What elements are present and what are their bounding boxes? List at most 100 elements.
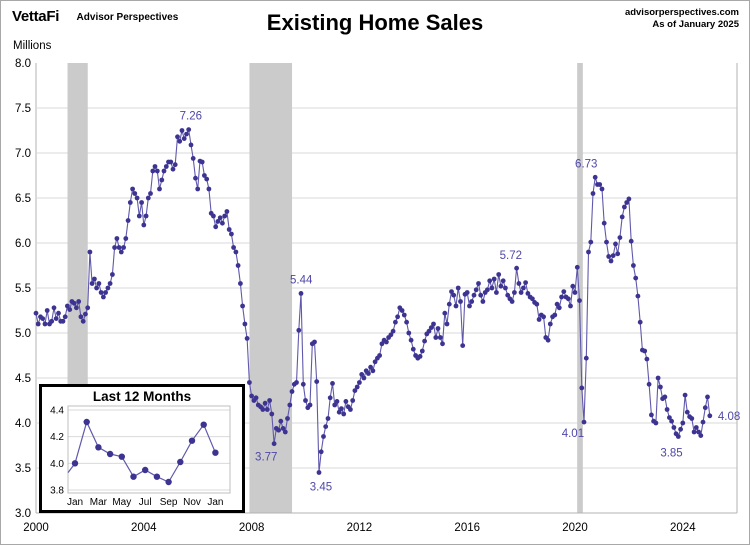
- data-point: [628, 238, 634, 244]
- data-point: [334, 399, 340, 404]
- data-point: [184, 131, 189, 137]
- data-point: [190, 156, 196, 161]
- data-point: [664, 407, 670, 412]
- x-tick-label: 2020: [562, 522, 588, 534]
- data-point: [590, 191, 596, 196]
- data-point: [592, 174, 598, 180]
- inset-title: Last 12 Months: [92, 389, 192, 404]
- inset-y-tick-label: 4.0: [50, 459, 64, 470]
- data-point: [316, 470, 322, 475]
- x-tick-label: 2012: [347, 522, 373, 534]
- data-point: [285, 416, 290, 421]
- data-point: [202, 173, 207, 178]
- data-point: [480, 299, 486, 304]
- data-point: [249, 393, 255, 399]
- data-point: [96, 281, 102, 286]
- data-point: [65, 303, 70, 309]
- data-point: [613, 241, 618, 247]
- data-point: [341, 411, 347, 417]
- data-point: [89, 281, 95, 286]
- data-point: [561, 289, 567, 294]
- data-point: [617, 235, 623, 241]
- data-point: [80, 318, 86, 324]
- data-point: [56, 310, 61, 316]
- data-point: [357, 380, 362, 385]
- data-point: [525, 291, 531, 296]
- data-point: [653, 420, 659, 426]
- data-point: [536, 317, 542, 322]
- data-point: [330, 381, 335, 386]
- data-point: [588, 239, 594, 245]
- data-point: [179, 128, 185, 133]
- data-point: [631, 263, 636, 268]
- data-point: [496, 272, 502, 277]
- data-point: [233, 249, 239, 255]
- data-point: [267, 398, 272, 403]
- data-point: [112, 245, 117, 250]
- inset-y-labels: 4.4 4.2 4.0 3.8: [50, 406, 64, 497]
- data-point: [487, 278, 493, 284]
- data-point: [130, 186, 136, 192]
- recession-bar: [249, 63, 293, 513]
- data-point: [521, 285, 526, 291]
- inset-y-tick-label: 3.8: [50, 486, 64, 497]
- y-tick-label: 6.5: [15, 193, 31, 205]
- data-point: [559, 294, 564, 300]
- data-point: [224, 209, 230, 214]
- data-point: [321, 434, 326, 439]
- data-point: [40, 316, 46, 321]
- inset-y-tick-label: 4.2: [50, 432, 64, 443]
- x-tick-label: 2004: [131, 522, 157, 534]
- data-point: [67, 307, 73, 312]
- data-point: [195, 186, 201, 192]
- x-tick-label: 2016: [454, 522, 480, 534]
- data-point: [71, 300, 77, 306]
- data-point: [700, 419, 706, 425]
- data-point: [644, 356, 650, 362]
- data-point: [247, 380, 252, 385]
- data-point: [177, 138, 183, 144]
- inset-x-tick-label: Jan: [67, 497, 83, 508]
- data-point: [451, 292, 457, 298]
- x-tick-label: 2000: [23, 522, 49, 534]
- data-point: [240, 303, 246, 309]
- data-point: [220, 220, 225, 226]
- data-point: [303, 398, 308, 403]
- data-point: [655, 375, 661, 381]
- y-tick-label: 5.0: [15, 328, 31, 340]
- data-point: [516, 281, 522, 286]
- y-tick-label: 4.5: [15, 373, 31, 385]
- data-point: [577, 298, 582, 303]
- axes: [35, 63, 738, 514]
- inset-data-point: [142, 466, 149, 474]
- data-point: [624, 200, 630, 205]
- data-point: [253, 395, 259, 401]
- data-point: [469, 299, 475, 304]
- data-point: [262, 400, 268, 406]
- data-point: [107, 281, 113, 286]
- data-point: [49, 318, 55, 324]
- data-point: [148, 191, 153, 196]
- data-point: [181, 136, 187, 142]
- header: VettaFi Advisor Perspectives: [12, 8, 178, 26]
- annotation-label: 7.26: [180, 111, 202, 123]
- data-point: [530, 296, 535, 302]
- data-point: [698, 433, 704, 438]
- data-point: [325, 416, 331, 421]
- data-point: [417, 354, 423, 359]
- data-point: [339, 406, 344, 411]
- advisor-perspectives-label: Advisor Perspectives: [76, 12, 179, 23]
- inset-data-point: [106, 450, 114, 458]
- data-point: [426, 328, 432, 334]
- data-point: [455, 285, 461, 291]
- data-point: [541, 314, 546, 320]
- data-point: [359, 372, 365, 377]
- data-point: [44, 308, 50, 313]
- data-point: [269, 411, 275, 417]
- data-point: [431, 321, 436, 327]
- data-point: [123, 236, 129, 241]
- data-point: [222, 213, 228, 219]
- data-point: [103, 290, 108, 295]
- data-point: [134, 195, 140, 201]
